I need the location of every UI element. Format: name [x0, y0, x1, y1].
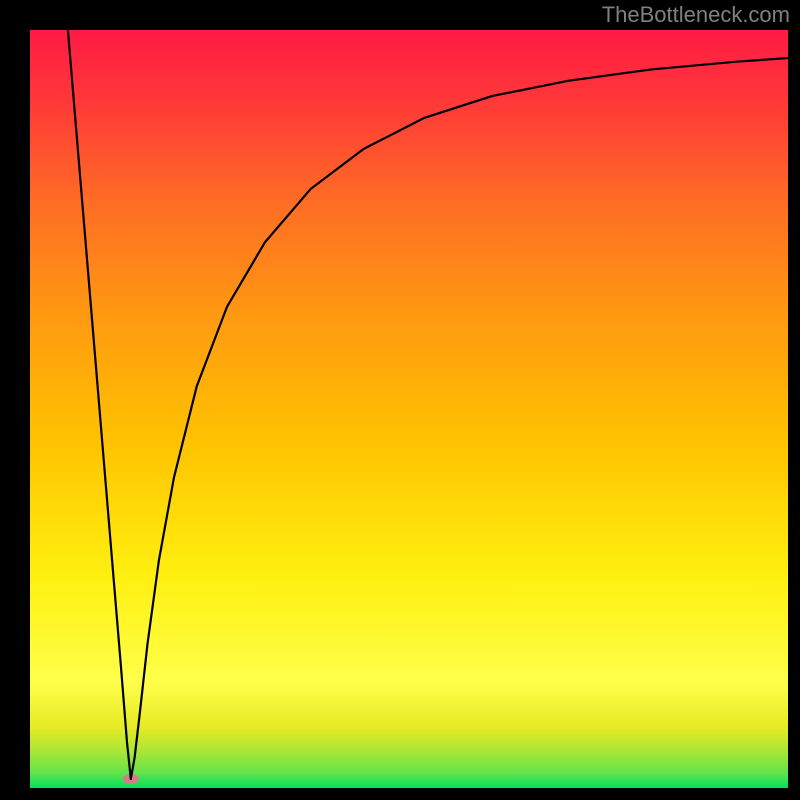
watermark-text: TheBottleneck.com [602, 2, 790, 28]
curve-0 [68, 30, 131, 779]
curve-layer [30, 30, 788, 788]
curve-1 [131, 58, 788, 779]
plot-area [30, 30, 788, 788]
chart-container: TheBottleneck.com [0, 0, 800, 800]
